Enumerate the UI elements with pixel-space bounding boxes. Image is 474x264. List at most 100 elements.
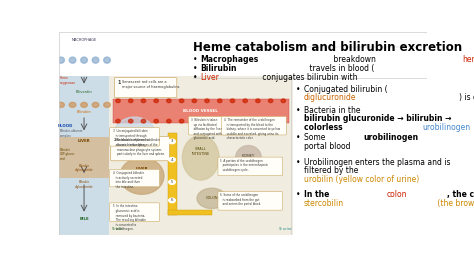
Text: •: • — [296, 133, 301, 142]
Ellipse shape — [169, 180, 175, 184]
Text: (the brown pigment of: (the brown pigment of — [435, 199, 474, 208]
Ellipse shape — [141, 119, 146, 123]
Ellipse shape — [182, 135, 219, 180]
Ellipse shape — [192, 119, 197, 123]
Text: KIDNEY: KIDNEY — [242, 154, 255, 158]
Ellipse shape — [154, 99, 158, 103]
Text: 1: 1 — [117, 81, 121, 86]
Text: •: • — [193, 73, 198, 82]
Ellipse shape — [218, 99, 222, 103]
Text: Breakdown of heme to bilirubin
occurs in macrophages of the
mononuclear phagocyt: Breakdown of heme to bilirubin occurs in… — [117, 138, 165, 156]
Ellipse shape — [167, 119, 171, 123]
Text: BILE: BILE — [79, 217, 89, 221]
Text: Liver: Liver — [200, 73, 219, 82]
Text: urobilinogen: urobilinogen — [423, 123, 471, 132]
Text: urobilin (yellow color of urine): urobilin (yellow color of urine) — [303, 175, 419, 184]
Text: filtered by the: filtered by the — [303, 166, 360, 175]
Text: Bilirubin: Bilirubin — [200, 64, 237, 73]
FancyBboxPatch shape — [189, 116, 253, 135]
Text: 5  In the intestine,
   glucuronic acid is
   removed by bacteria.
   The result: 5 In the intestine, glucuronic acid is r… — [112, 204, 146, 232]
Text: •: • — [296, 190, 301, 199]
Text: colorless: colorless — [303, 123, 345, 132]
Ellipse shape — [69, 102, 76, 107]
Ellipse shape — [169, 198, 175, 203]
Text: SMALL
INTESTINE: SMALL INTESTINE — [191, 147, 210, 156]
Text: Some: Some — [303, 133, 327, 142]
Ellipse shape — [243, 119, 247, 123]
Text: Bilirubin
UDP-glucur.
acid: Bilirubin UDP-glucur. acid — [60, 148, 76, 161]
FancyBboxPatch shape — [59, 32, 427, 235]
Ellipse shape — [128, 119, 133, 123]
Ellipse shape — [230, 99, 235, 103]
Ellipse shape — [81, 102, 87, 107]
Ellipse shape — [104, 57, 110, 63]
Text: 5  A portion of the urobilinogen
   participates in the enterohepatic
   urobili: 5 A portion of the urobilinogen particip… — [220, 159, 268, 172]
Ellipse shape — [255, 119, 260, 123]
Text: 2: 2 — [114, 138, 117, 142]
Ellipse shape — [197, 188, 227, 209]
Text: •: • — [296, 106, 301, 115]
Ellipse shape — [92, 102, 99, 107]
Text: MACROPHAGE: MACROPHAGE — [72, 38, 97, 42]
Text: breakdown: breakdown — [331, 55, 378, 64]
Text: Heme
oxygenase: Heme oxygenase — [60, 76, 76, 85]
Ellipse shape — [58, 102, 64, 107]
Text: heme: heme — [462, 55, 474, 64]
Text: Heme catabolism and bilirubin excretion: Heme catabolism and bilirubin excretion — [193, 41, 463, 54]
Text: Bilirubin: Bilirubin — [77, 110, 91, 114]
Ellipse shape — [112, 117, 156, 158]
Ellipse shape — [205, 119, 209, 123]
Text: Urobilinogen enters the plasma and is: Urobilinogen enters the plasma and is — [303, 158, 450, 167]
FancyBboxPatch shape — [222, 116, 286, 135]
Text: bilirubin glucuronide → bilirubin →: bilirubin glucuronide → bilirubin → — [303, 114, 451, 123]
Ellipse shape — [268, 99, 273, 103]
Text: 4  The remainder of the urobilinogen
   is transported by the blood to the
   ki: 4 The remainder of the urobilinogen is t… — [224, 118, 280, 140]
Ellipse shape — [120, 158, 164, 194]
Text: 5: 5 — [171, 180, 173, 184]
Text: LIVER: LIVER — [78, 139, 91, 143]
Ellipse shape — [179, 99, 184, 103]
Ellipse shape — [58, 57, 64, 63]
FancyBboxPatch shape — [110, 136, 170, 161]
Ellipse shape — [104, 102, 110, 107]
Text: 4: 4 — [171, 158, 173, 162]
Text: Bilirubin-albumin
complex: Bilirubin-albumin complex — [60, 129, 83, 138]
FancyBboxPatch shape — [168, 210, 212, 215]
Text: •: • — [193, 64, 198, 73]
Ellipse shape — [281, 119, 285, 123]
Text: colon: colon — [387, 190, 408, 199]
Text: 4  Conjugated bilirubin
   is actively secreted
   into bile and then
   the int: 4 Conjugated bilirubin is actively secre… — [112, 171, 144, 189]
Ellipse shape — [167, 99, 171, 103]
Text: Senescent red cells are a
major source of haemoglobulins: Senescent red cells are a major source o… — [122, 81, 179, 89]
Text: To urine: To urine — [278, 227, 292, 231]
Text: Bilirubin
diglucuronide: Bilirubin diglucuronide — [75, 180, 93, 189]
Ellipse shape — [81, 57, 87, 63]
Ellipse shape — [179, 119, 184, 123]
Text: 3: 3 — [171, 139, 173, 143]
Text: •: • — [193, 55, 198, 64]
Ellipse shape — [230, 119, 235, 123]
FancyBboxPatch shape — [109, 203, 160, 221]
Text: ) is excreted into the: ) is excreted into the — [458, 93, 474, 102]
Ellipse shape — [243, 99, 247, 103]
Ellipse shape — [69, 57, 76, 63]
Text: In the: In the — [303, 190, 331, 199]
Text: Bilirubin
diglucuronide: Bilirubin diglucuronide — [75, 164, 93, 172]
FancyBboxPatch shape — [109, 128, 160, 146]
Ellipse shape — [154, 119, 158, 123]
Ellipse shape — [281, 99, 285, 103]
Text: diglucuronide: diglucuronide — [303, 93, 356, 102]
Text: •: • — [296, 84, 301, 93]
Text: , the compound is converted to: , the compound is converted to — [447, 190, 474, 199]
Text: 3  Unconjugated bilirubin
   is transported through
   the blood (complexed to
 : 3 Unconjugated bilirubin is transported … — [112, 129, 149, 147]
Text: Conjugated bilirubin (: Conjugated bilirubin ( — [303, 84, 387, 93]
FancyBboxPatch shape — [109, 76, 292, 235]
Text: •: • — [296, 158, 301, 167]
Ellipse shape — [128, 99, 133, 103]
FancyBboxPatch shape — [112, 99, 289, 123]
Text: 3  Bilirubin is taken
   up via facilitated
   diffusion by the liver
   and con: 3 Bilirubin is taken up via facilitated … — [191, 118, 221, 140]
Text: COLON: COLON — [205, 196, 218, 200]
FancyBboxPatch shape — [218, 192, 283, 210]
Ellipse shape — [169, 139, 175, 144]
Text: conjugates bilirubin with: conjugates bilirubin with — [260, 73, 359, 82]
